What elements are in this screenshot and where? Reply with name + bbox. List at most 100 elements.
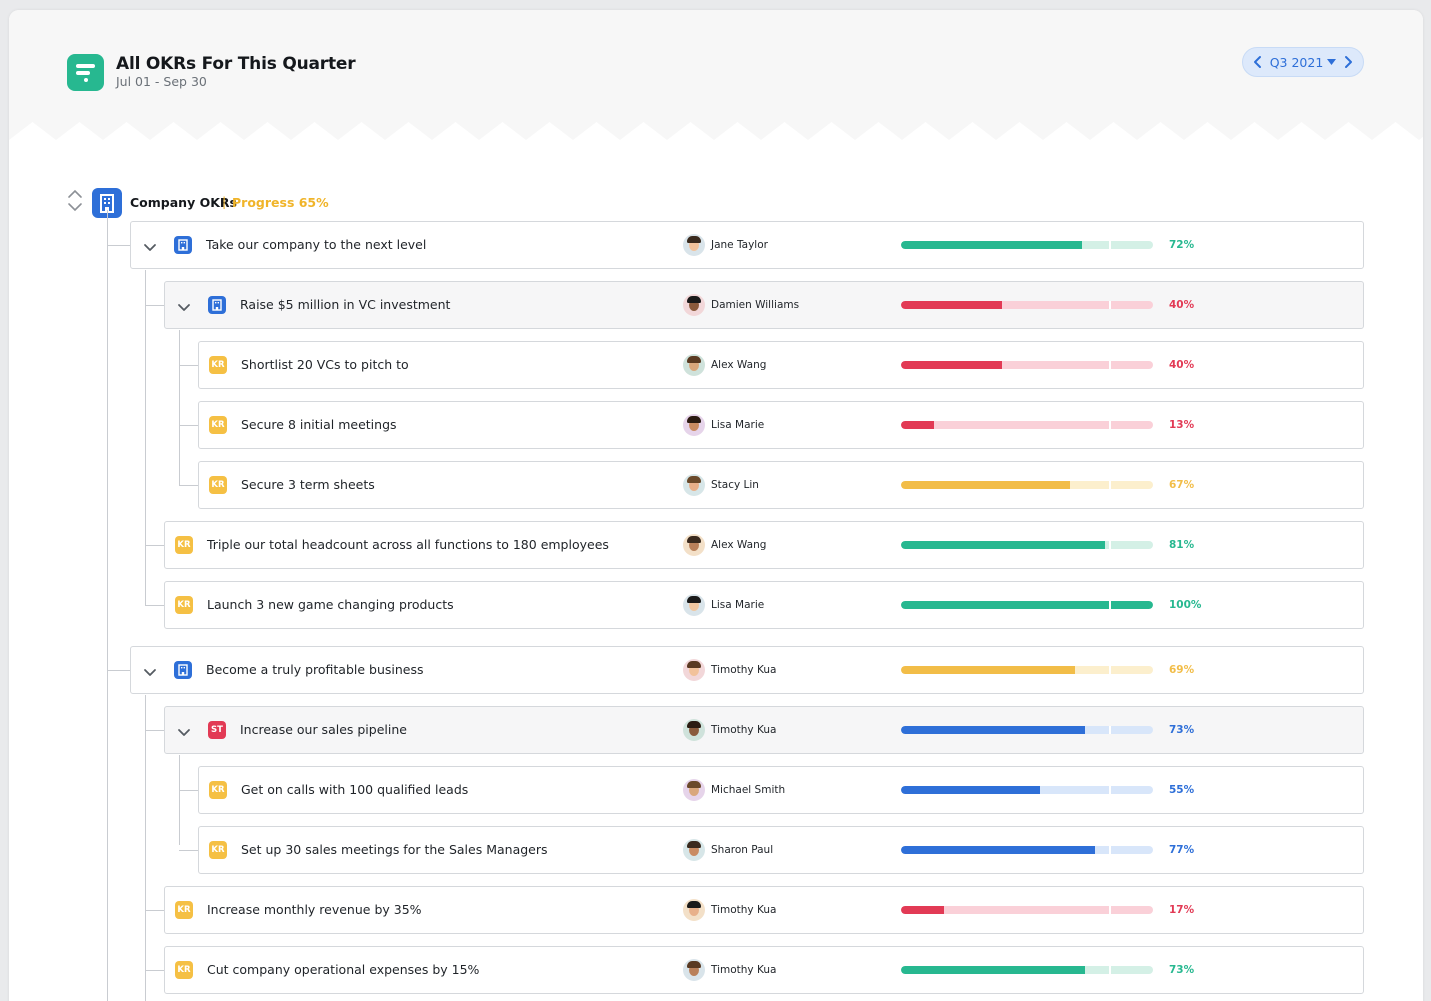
owner-name[interactable]: Stacy Lin [711,479,759,491]
okr-title[interactable]: Secure 8 initial meetings [241,417,397,432]
okr-row-5[interactable]: KR Secure 3 term sheets Stacy Lin 67% [198,461,1364,509]
okr-page: All OKRs For This Quarter Jul 01 - Sep 3… [9,10,1423,1001]
owner-name[interactable]: Timothy Kua [711,904,777,916]
progress-bar-fill [901,666,1075,674]
avatar[interactable] [683,534,705,556]
tree-connector-line [107,670,130,671]
okr-title[interactable]: Launch 3 new game changing products [207,597,454,612]
chevron-right-icon [1344,56,1352,68]
owner: Lisa Marie [683,594,764,616]
quarter-picker[interactable]: Q3 2021 [1242,47,1364,77]
progress-bar [901,541,1153,549]
progress-percent: 40% [1169,359,1195,371]
okr-row-13[interactable]: KR Cut company operational expenses by 15… [164,946,1364,994]
owner-name[interactable]: Damien Williams [711,299,800,311]
okr-title[interactable]: Become a truly profitable business [206,662,424,677]
owner-name[interactable]: Alex Wang [711,539,767,551]
owner-name[interactable]: Alex Wang [711,359,767,371]
okr-title[interactable]: Set up 30 sales meetings for the Sales M… [241,842,548,857]
okr-title[interactable]: Increase monthly revenue by 35% [207,902,422,917]
next-quarter-button[interactable] [1343,55,1353,69]
avatar[interactable] [683,959,705,981]
okr-title[interactable]: Cut company operational expenses by 15% [207,962,480,977]
okr-row-10[interactable]: KR Get on calls with 100 qualified leads M… [198,766,1364,814]
progress-bar-fill [901,541,1106,549]
key-result-badge-icon: KR [209,781,227,799]
owner: Lisa Marie [683,414,764,436]
owner: Timothy Kua [683,959,776,981]
avatar[interactable] [683,839,705,861]
owner-name[interactable]: Timothy Kua [711,964,777,976]
okr-title[interactable]: Secure 3 term sheets [241,477,375,492]
building-icon [174,236,192,254]
owner: Damien Williams [683,294,799,316]
progress-bar-fill [901,301,1002,309]
okr-title[interactable]: Increase our sales pipeline [240,722,407,737]
key-result-badge-icon: KR [209,476,227,494]
chevron-down-icon[interactable] [143,239,157,253]
avatar[interactable] [683,414,705,436]
avatar[interactable] [683,719,705,741]
avatar[interactable] [683,779,705,801]
page-title: All OKRs For This Quarter [116,54,356,74]
okr-row-9[interactable]: ST Increase our sales pipeline Timothy Kua… [164,706,1364,754]
owner-name[interactable]: Timothy Kua [711,724,777,736]
collapse-expand-icon[interactable] [67,188,83,214]
progress-percent: 67% [1169,479,1195,491]
owner: Timothy Kua [683,899,776,921]
okr-row-8[interactable]: Become a truly profitable business Timoth… [130,646,1364,694]
chevron-down-icon[interactable] [177,724,191,738]
okr-row-6[interactable]: KR Triple our total headcount across all … [164,521,1364,569]
target-marker [1109,666,1111,674]
target-marker [1109,361,1111,369]
okr-row-3[interactable]: KR Shortlist 20 VCs to pitch to Alex Wang 4… [198,341,1364,389]
okr-row-4[interactable]: KR Secure 8 initial meetings Lisa Marie 13% [198,401,1364,449]
okr-row-11[interactable]: KR Set up 30 sales meetings for the Sales… [198,826,1364,874]
okr-title[interactable]: Get on calls with 100 qualified leads [241,782,469,797]
owner-name[interactable]: Sharon Paul [711,844,774,856]
okr-row-1[interactable]: Take our company to the next level Jane T… [130,221,1364,269]
owner-name[interactable]: Michael Smith [711,784,786,796]
avatar[interactable] [683,354,705,376]
okr-title[interactable]: Raise $5 million in VC investment [240,297,451,312]
progress-bar-fill [901,906,944,914]
target-marker [1109,301,1111,309]
progress-bar [901,361,1153,369]
progress-bar [901,481,1153,489]
target-marker [1109,786,1111,794]
progress-bar [901,786,1153,794]
tree-connector-line [145,730,164,731]
progress-bar-fill [901,241,1083,249]
header-zigzag-edge [9,122,1423,158]
avatar[interactable] [683,659,705,681]
owner-name[interactable]: Jane Taylor [711,239,768,251]
owner-name[interactable]: Lisa Marie [711,599,765,611]
avatar[interactable] [683,594,705,616]
okr-row-12[interactable]: KR Increase monthly revenue by 35% Timothy… [164,886,1364,934]
okr-title[interactable]: Triple our total headcount across all fu… [207,537,609,552]
quarter-dropdown[interactable]: Q3 2021 [1270,55,1337,70]
progress-percent: 100% [1169,599,1202,611]
tree-connector-line [179,425,198,426]
progress-bar [901,846,1153,854]
owner-name[interactable]: Timothy Kua [711,664,777,676]
target-marker [1109,481,1111,489]
okr-row-7[interactable]: KR Launch 3 new game changing products Lis… [164,581,1364,629]
okr-title[interactable]: Shortlist 20 VCs to pitch to [241,357,409,372]
owner: Stacy Lin [683,474,759,496]
progress-bar-fill [901,966,1085,974]
chevron-down-icon[interactable] [143,664,157,678]
progress-bar-fill [901,421,934,429]
progress-percent: 13% [1169,419,1195,431]
avatar[interactable] [683,234,705,256]
okr-title[interactable]: Take our company to the next level [206,237,427,252]
owner-name[interactable]: Lisa Marie [711,419,765,431]
chevron-down-icon[interactable] [177,299,191,313]
building-icon [174,661,192,679]
previous-quarter-button[interactable] [1253,55,1263,69]
avatar[interactable] [683,899,705,921]
owner: Timothy Kua [683,659,776,681]
avatar[interactable] [683,474,705,496]
okr-row-2[interactable]: Raise $5 million in VC investment Damien … [164,281,1364,329]
avatar[interactable] [683,294,705,316]
